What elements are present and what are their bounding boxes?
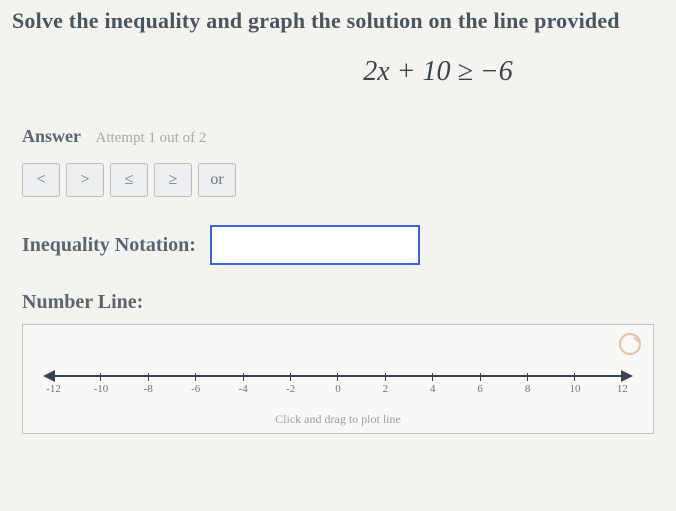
tick-mark: -6 (195, 373, 196, 381)
tick-mark: 12 (622, 373, 623, 381)
reset-icon[interactable] (619, 333, 641, 355)
lt-button[interactable]: < (22, 163, 60, 197)
tick-mark: -4 (243, 373, 244, 381)
question-prompt: Solve the inequality and graph the solut… (0, 0, 676, 34)
number-line-label: Number Line: (0, 265, 676, 314)
number-line-panel[interactable]: -12 -10 -8 -6 -4 -2 0 2 4 6 8 10 12 Click and drag t… (22, 324, 654, 434)
tick-mark: -12 (53, 373, 54, 381)
tick-label: -4 (239, 383, 248, 395)
tick-mark: 6 (480, 373, 481, 381)
tick-mark: 0 (337, 373, 338, 381)
inequality-notation-label: Inequality Notation: (22, 234, 196, 257)
tick-mark: 2 (385, 373, 386, 381)
tick-mark: 10 (574, 373, 575, 381)
tick-label: -8 (144, 383, 153, 395)
tick-label: 8 (525, 383, 531, 395)
lte-button[interactable]: ≤ (110, 163, 148, 197)
number-line-hint: Click and drag to plot line (23, 412, 653, 427)
tick-mark: -2 (290, 373, 291, 381)
operator-toolbar: < > ≤ ≥ or (0, 147, 676, 197)
tick-mark: 8 (527, 373, 528, 381)
tick-mark: 4 (432, 373, 433, 381)
tick-mark: -8 (148, 373, 149, 381)
tick-label: -6 (191, 383, 200, 395)
tick-label: -2 (286, 383, 295, 395)
tick-label: -12 (46, 383, 61, 395)
tick-mark: -10 (100, 373, 101, 381)
tick-label: 6 (477, 383, 483, 395)
tick-label: 4 (430, 383, 436, 395)
gte-button[interactable]: ≥ (154, 163, 192, 197)
inequality-notation-input[interactable] (210, 225, 420, 265)
tick-label: -10 (94, 383, 109, 395)
or-button[interactable]: or (198, 163, 236, 197)
attempt-counter: Attempt 1 out of 2 (96, 130, 207, 146)
answer-header: Answer Attempt 1 out of 2 (0, 98, 676, 147)
tick-label: 0 (335, 383, 341, 395)
inequality-notation-row: Inequality Notation: (0, 197, 676, 265)
tick-label: 10 (569, 383, 580, 395)
answer-label: Answer (22, 126, 81, 147)
inequality-expression: 2x + 10 ≥ −6 (200, 34, 676, 98)
gt-button[interactable]: > (66, 163, 104, 197)
number-line-ticks: -12 -10 -8 -6 -4 -2 0 2 4 6 8 10 12 (53, 373, 623, 381)
tick-label: 2 (383, 383, 389, 395)
tick-label: 12 (617, 383, 628, 395)
